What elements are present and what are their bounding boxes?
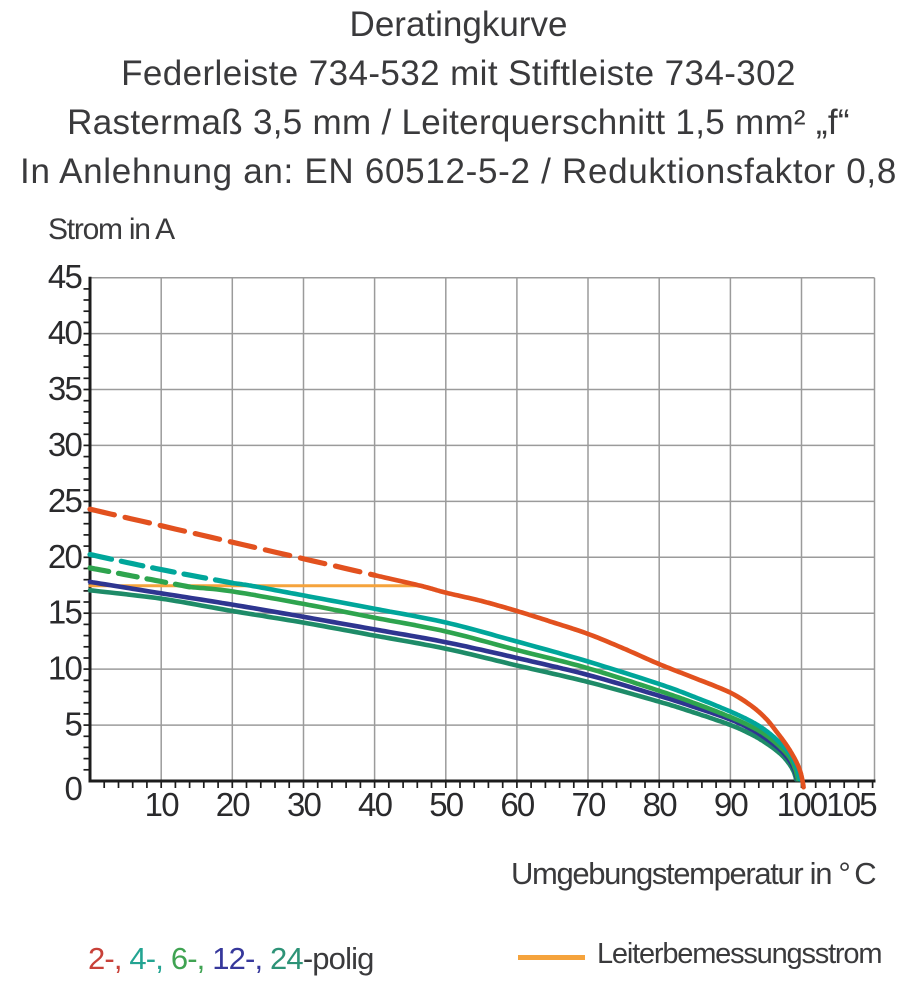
svg-text:5: 5 — [64, 706, 81, 743]
svg-text:40: 40 — [48, 314, 83, 351]
svg-text:80: 80 — [643, 786, 678, 823]
svg-text:40: 40 — [358, 786, 393, 823]
svg-text:105: 105 — [826, 786, 876, 823]
svg-text:45: 45 — [48, 258, 82, 295]
svg-text:10: 10 — [145, 786, 180, 823]
svg-text:90: 90 — [714, 786, 749, 823]
svg-text:10: 10 — [48, 650, 83, 687]
svg-text:30: 30 — [48, 426, 83, 463]
svg-text:20: 20 — [48, 538, 83, 575]
svg-text:60: 60 — [500, 786, 535, 823]
svg-text:25: 25 — [48, 482, 82, 519]
svg-text:20: 20 — [216, 786, 251, 823]
svg-text:30: 30 — [287, 786, 322, 823]
svg-text:100: 100 — [777, 786, 828, 823]
svg-text:50: 50 — [429, 786, 464, 823]
svg-text:35: 35 — [48, 370, 82, 407]
svg-text:15: 15 — [48, 594, 82, 631]
svg-text:70: 70 — [571, 786, 606, 823]
svg-text:0: 0 — [64, 770, 82, 807]
